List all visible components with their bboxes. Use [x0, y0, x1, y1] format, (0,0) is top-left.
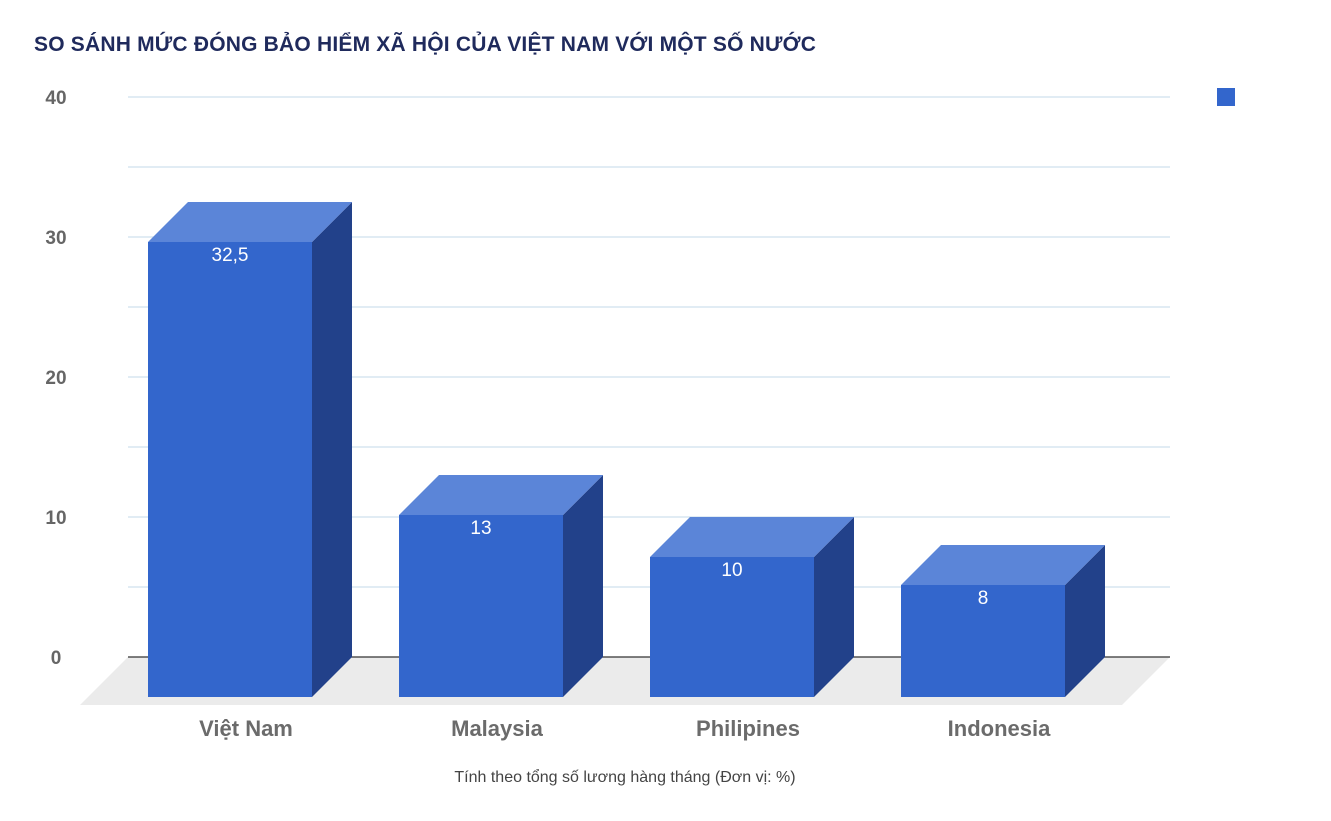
bar: [650, 517, 854, 697]
floor-plane: [80, 657, 1170, 705]
legend: [1217, 88, 1235, 106]
x-axis-title: Tính theo tổng số lương hàng tháng (Đơn …: [454, 768, 795, 786]
bar-front: [650, 557, 814, 697]
y-tick-label: 10: [45, 508, 66, 529]
bar-top: [901, 545, 1105, 585]
chart-title: SO SÁNH MỨC ĐÓNG BẢO HIỂM XÃ HỘI CỦA VIỆ…: [34, 33, 817, 56]
y-tick-label: 40: [45, 88, 66, 109]
bar: [901, 545, 1105, 697]
bar-side: [1065, 545, 1105, 697]
bar-front: [901, 585, 1065, 697]
x-tick-label: Philipines: [696, 716, 800, 741]
data-label: 13: [470, 518, 491, 539]
x-tick-label: Việt Nam: [199, 716, 293, 741]
bar: [148, 202, 352, 697]
bar-top: [148, 202, 352, 242]
x-tick-label: Malaysia: [451, 716, 543, 741]
bars: [148, 202, 1105, 697]
y-tick-label: 30: [45, 228, 66, 249]
bar-top: [399, 475, 603, 515]
data-labels: 32,5 13 10 8: [212, 245, 989, 609]
data-label: 10: [721, 560, 742, 581]
bar-side: [814, 517, 854, 697]
bar-front: [399, 515, 563, 697]
bar-top: [650, 517, 854, 557]
bar-side: [563, 475, 603, 697]
x-tick-label: Indonesia: [948, 716, 1051, 741]
legend-swatch: [1217, 88, 1235, 106]
x-axis-ticks: Việt Nam Malaysia Philipines Indonesia: [199, 716, 1051, 741]
y-tick-label: 0: [51, 648, 62, 669]
y-tick-label: 20: [45, 368, 66, 389]
chart-floor: [80, 657, 1170, 705]
bar-front: [148, 242, 312, 697]
data-label: 32,5: [212, 245, 249, 266]
bar: [399, 475, 603, 697]
y-axis-ticks: 0 10 20 30 40: [45, 88, 66, 669]
bar-side: [312, 202, 352, 697]
data-label: 8: [978, 588, 989, 609]
